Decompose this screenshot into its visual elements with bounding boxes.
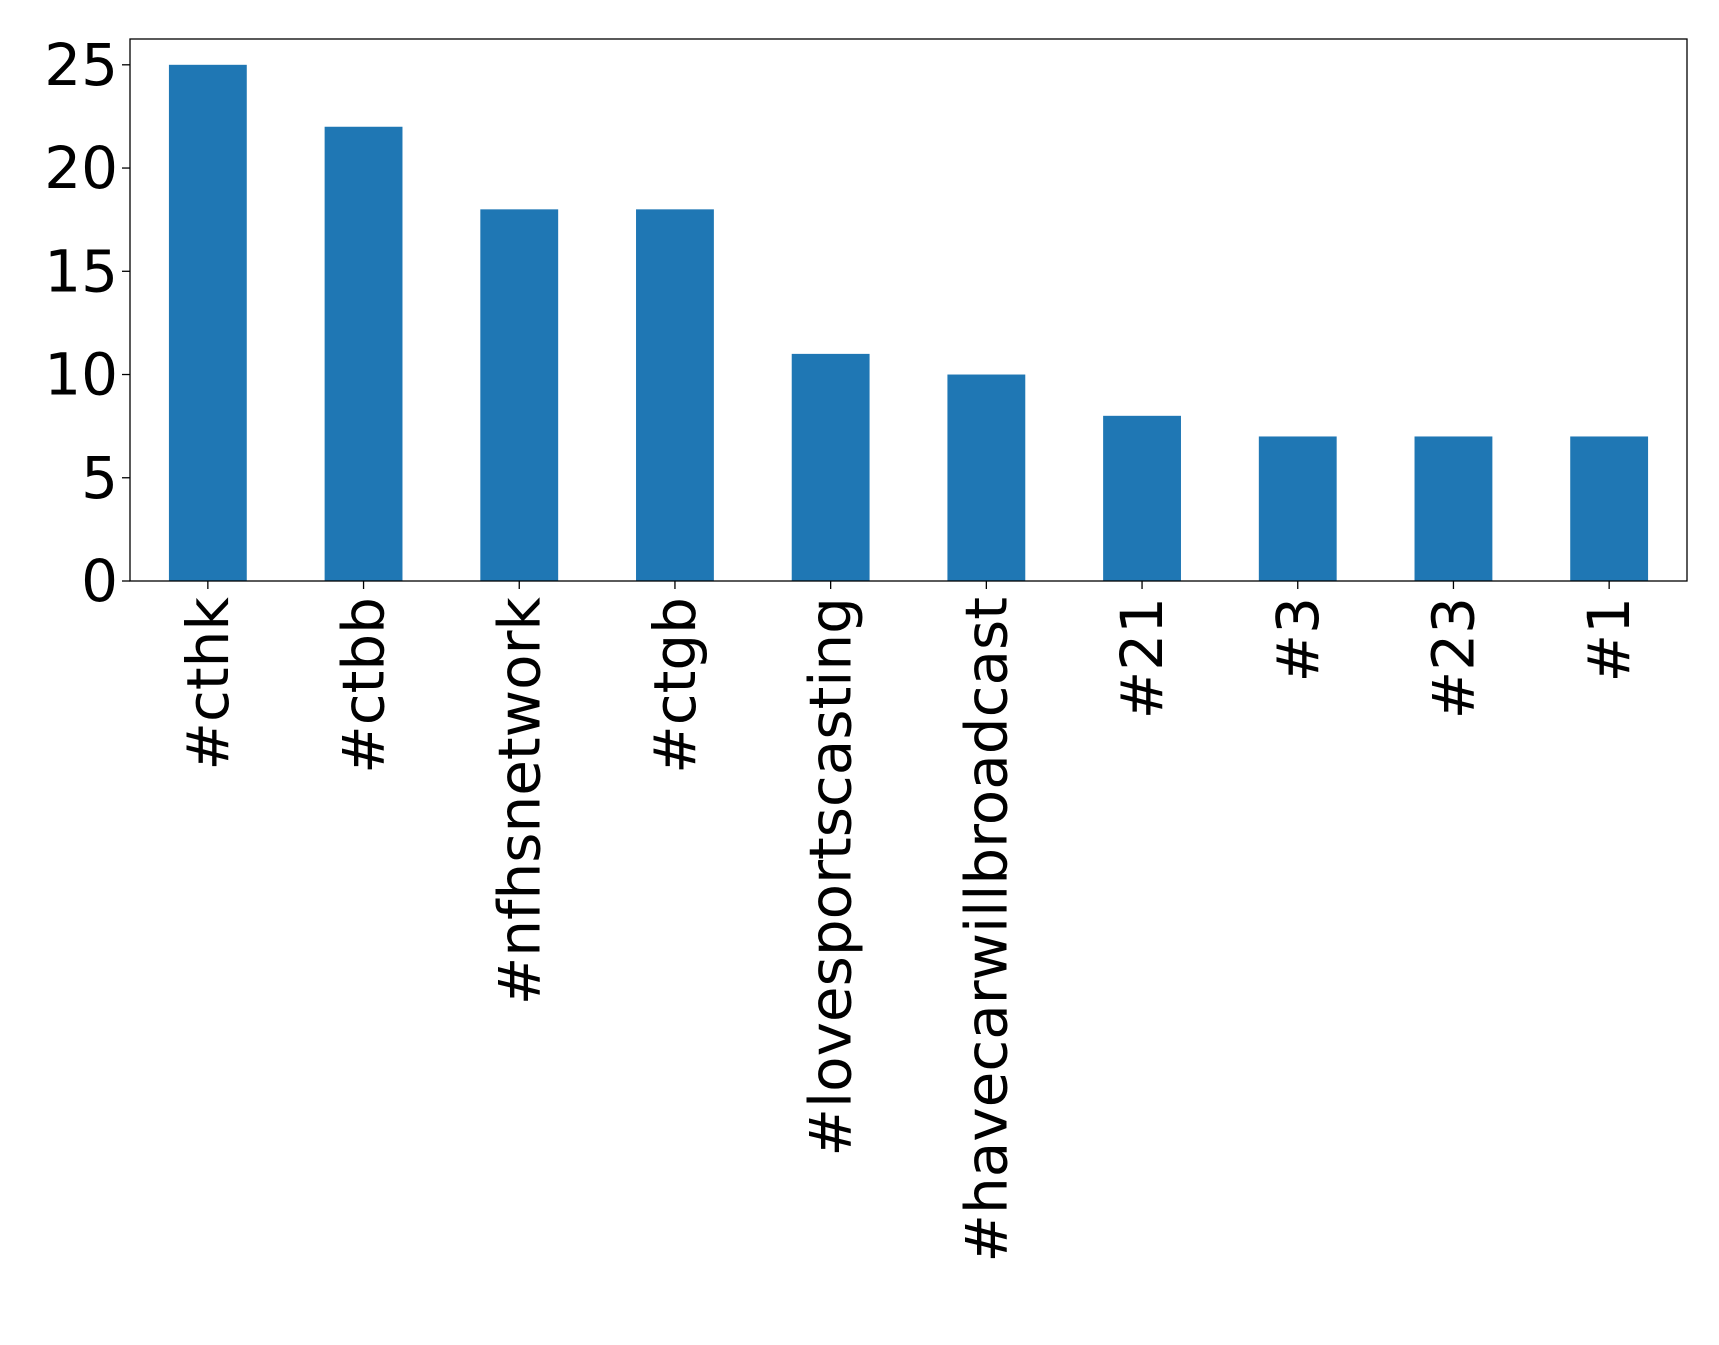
y-tick-label-4: 20 — [44, 134, 118, 202]
bar-8 — [1414, 436, 1493, 581]
y-axis-ticks: 0 5 10 15 20 25 — [44, 31, 130, 615]
x-axis-ticks: #cthk #ctbb #nfhsnetwork #ctgb #lovesportsca… — [174, 581, 1643, 1263]
x-tick-label-4: #lovesportscasting — [797, 597, 865, 1157]
x-tick-label-1: #ctbb — [330, 597, 398, 774]
x-tick-label-9: #1 — [1575, 597, 1643, 683]
bar-5 — [947, 374, 1026, 581]
y-tick-label-1: 5 — [81, 444, 118, 512]
bar-4 — [791, 353, 870, 581]
x-tick-label-3: #ctgb — [641, 597, 709, 774]
y-tick-label-0: 0 — [81, 547, 118, 615]
bar-6 — [1103, 415, 1181, 581]
bar-7 — [1258, 436, 1337, 581]
x-tick-label-5: #havecarwillbroadcast — [952, 597, 1020, 1263]
bar-9 — [1570, 436, 1649, 581]
bar-2 — [480, 209, 559, 582]
plot-frame — [129, 38, 1688, 582]
x-tick-label-0: #cthk — [174, 597, 242, 771]
y-tick-label-5: 25 — [44, 31, 118, 99]
x-tick-label-7: #3 — [1264, 597, 1332, 683]
x-tick-label-6: #21 — [1108, 597, 1176, 719]
y-tick-label-3: 15 — [44, 237, 118, 305]
y-tick-label-2: 10 — [44, 341, 118, 409]
x-tick-label-8: #23 — [1419, 597, 1487, 719]
x-tick-label-2: #nfhsnetwork — [485, 597, 553, 1006]
bars-group — [168, 64, 1649, 582]
bar-0 — [168, 64, 247, 582]
bar-1 — [324, 126, 403, 581]
bar-3 — [636, 209, 714, 582]
